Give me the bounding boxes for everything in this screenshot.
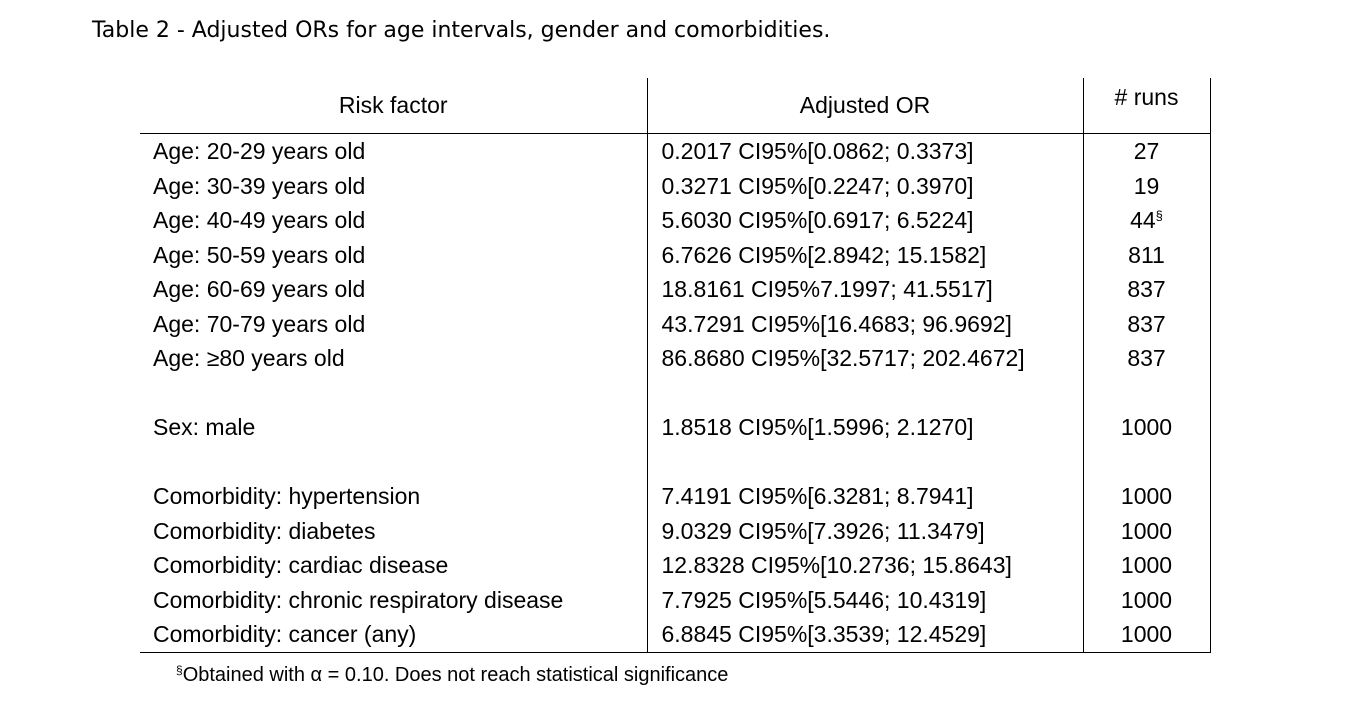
runs-cell: 837	[1082, 272, 1211, 307]
adjusted-or-cell: 18.8161 CI95%7.1997; 41.5517]	[646, 272, 1083, 307]
table-header-row: Risk factor Adjusted OR # runs	[140, 78, 1211, 134]
footnote-text: Obtained with α = 0.10. Does not reach s…	[182, 664, 729, 686]
runs-cell: 44§	[1082, 203, 1211, 238]
footnote-symbol: §	[176, 663, 183, 677]
runs-value: 1000	[1120, 414, 1173, 441]
risk-factor-cell: Age: 50-59 years old	[153, 241, 366, 268]
runs-cell: 1000	[1082, 617, 1211, 653]
table-row: Age: 30-39 years old 0.3271 CI95%[0.2247…	[140, 168, 1211, 203]
footnote-marker: §	[1155, 208, 1163, 224]
runs-cell: 1000	[1082, 548, 1211, 583]
adjusted-or-cell: 1.8518 CI95%[1.5996; 2.1270]	[646, 410, 1083, 445]
adjusted-or-cell: 6.8845 CI95%[3.3539; 12.4529]	[646, 617, 1083, 653]
table-row: Age: ≥80 years old 86.8680 CI95%[32.5717…	[140, 341, 1211, 376]
runs-value: 27	[1133, 138, 1160, 165]
runs-cell: 19	[1082, 168, 1211, 203]
adjusted-or-cell: 86.8680 CI95%[32.5717; 202.4672]	[646, 341, 1083, 376]
adjusted-or-cell: 43.7291 CI95%[16.4683; 96.9692]	[646, 306, 1083, 341]
adjusted-or-cell: 6.7626 CI95%[2.8942; 15.1582]	[646, 237, 1083, 272]
spacer-row	[140, 444, 1211, 479]
runs-cell: 27	[1082, 133, 1211, 169]
risk-factor-cell: Comorbidity: hypertension	[153, 483, 421, 510]
runs-value: 837	[1127, 310, 1166, 337]
runs-value: 1000	[1120, 586, 1173, 613]
table-row: Comorbidity: hypertension 7.4191 CI95%[6…	[140, 479, 1211, 514]
table-row: Age: 20-29 years old 0.2017 CI95%[0.0862…	[140, 133, 1211, 169]
table-row: Age: 70-79 years old 43.7291 CI95%[16.46…	[140, 306, 1211, 341]
runs-cell: 1000	[1082, 479, 1211, 514]
table-row: Comorbidity: cancer (any) 6.8845 CI95%[3…	[140, 617, 1211, 653]
runs-value: 44	[1130, 207, 1156, 234]
adjusted-or-cell: 0.2017 CI95%[0.0862; 0.3373]	[646, 133, 1083, 169]
runs-value: 19	[1133, 172, 1160, 199]
table-row: Age: 40-49 years old 5.6030 CI95%[0.6917…	[140, 203, 1211, 238]
runs-value: 1000	[1120, 483, 1173, 510]
risk-factor-cell: Comorbidity: cancer (any)	[140, 617, 647, 653]
results-table-container: Risk factor Adjusted OR # runs Age: 20-2…	[140, 78, 1211, 653]
runs-value: 1000	[1120, 517, 1173, 544]
risk-factor-cell: Age: 40-49 years old	[153, 207, 366, 234]
runs-cell: 1000	[1082, 582, 1211, 617]
risk-factor-cell: Age: 70-79 years old	[153, 310, 366, 337]
table-row: Age: 50-59 years old 6.7626 CI95%[2.8942…	[140, 237, 1211, 272]
header-adjusted-or: Adjusted OR	[646, 78, 1083, 134]
adjusted-or-cell: 7.7925 CI95%[5.5446; 10.4319]	[646, 582, 1083, 617]
runs-cell: 837	[1082, 341, 1211, 376]
risk-factor-cell: Comorbidity: cardiac disease	[153, 552, 449, 579]
risk-factor-cell: Sex: male	[153, 414, 256, 441]
risk-factor-cell: Age: 20-29 years old	[153, 138, 366, 165]
runs-cell: 1000	[1082, 513, 1211, 548]
adjusted-or-cell: 12.8328 CI95%[10.2736; 15.8643]	[646, 548, 1083, 583]
table-row: Age: 60-69 years old 18.8161 CI95%7.1997…	[140, 272, 1211, 307]
runs-cell: 811	[1082, 237, 1211, 272]
table-caption: Table 2 - Adjusted ORs for age intervals…	[92, 18, 831, 43]
risk-factor-cell: Age: ≥80 years old	[153, 345, 345, 372]
table-row: Sex: male 1.8518 CI95%[1.5996; 2.1270] 1…	[140, 410, 1211, 445]
runs-value: 1000	[1120, 552, 1173, 579]
runs-value: 811	[1128, 241, 1165, 268]
header-runs: # runs	[1082, 78, 1211, 134]
risk-factor-cell: Comorbidity: diabetes	[153, 517, 376, 544]
adjusted-or-cell: 7.4191 CI95%[6.3281; 8.7941]	[646, 479, 1083, 514]
risk-factor-cell: Comorbidity: chronic respiratory disease	[153, 586, 564, 613]
risk-factor-cell: Age: 30-39 years old	[153, 172, 366, 199]
adjusted-or-cell: 5.6030 CI95%[0.6917; 6.5224]	[646, 203, 1083, 238]
table-footnote: §Obtained with α = 0.10. Does not reach …	[176, 664, 728, 687]
table-row: Comorbidity: chronic respiratory disease…	[140, 582, 1211, 617]
table-row: Comorbidity: diabetes 9.0329 CI95%[7.392…	[140, 513, 1211, 548]
table-row: Comorbidity: cardiac disease 12.8328 CI9…	[140, 548, 1211, 583]
header-risk-factor: Risk factor	[140, 78, 647, 134]
adjusted-or-table: Risk factor Adjusted OR # runs Age: 20-2…	[140, 78, 1211, 653]
runs-cell: 1000	[1082, 410, 1211, 445]
risk-factor-cell: Age: 60-69 years old	[153, 276, 366, 303]
adjusted-or-cell: 0.3271 CI95%[0.2247; 0.3970]	[646, 168, 1083, 203]
spacer-row	[140, 375, 1211, 410]
runs-value: 837	[1127, 345, 1166, 372]
adjusted-or-cell: 9.0329 CI95%[7.3926; 11.3479]	[646, 513, 1083, 548]
runs-cell: 837	[1082, 306, 1211, 341]
runs-value: 1000	[1120, 621, 1173, 648]
runs-value: 837	[1127, 276, 1166, 303]
